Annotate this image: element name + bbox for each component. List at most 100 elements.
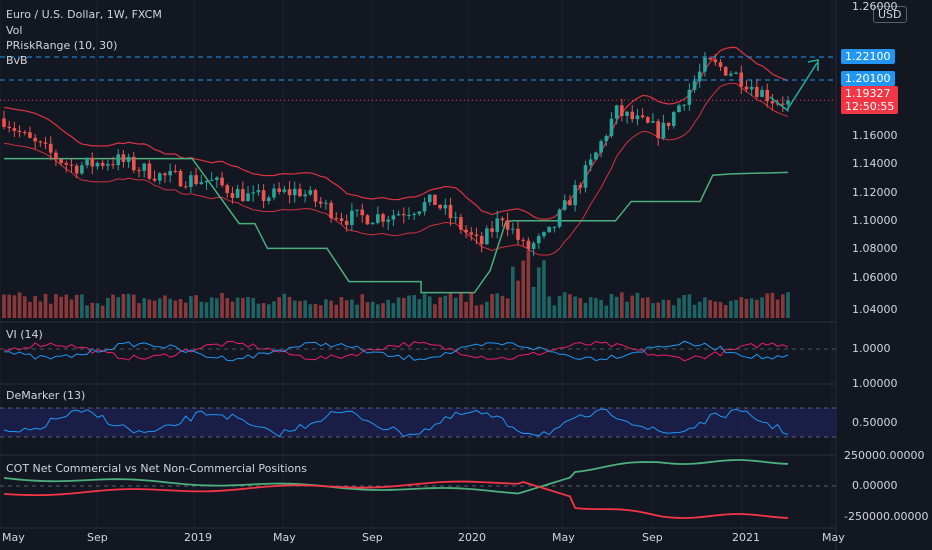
volume-bar [568, 294, 572, 318]
candle [396, 214, 401, 216]
candle [256, 190, 261, 193]
volume-bar [427, 296, 432, 318]
volume-bar [422, 293, 427, 318]
candle [173, 170, 178, 172]
candle [505, 220, 510, 230]
volume-bar [17, 292, 22, 318]
vi-minus-line [3, 340, 789, 362]
candle [80, 165, 84, 174]
demarker-band [0, 408, 836, 437]
volume-bar [235, 297, 240, 318]
demarker-line [3, 408, 789, 438]
volume-bar [22, 296, 27, 318]
candle [329, 202, 333, 219]
volume-bar [453, 297, 458, 318]
candle [220, 177, 224, 186]
candle [443, 204, 448, 209]
candle [277, 188, 281, 192]
projection-arrowhead [807, 59, 819, 71]
price-tick: 1.14000 [852, 157, 898, 170]
candle [583, 165, 588, 188]
volume-bar [588, 297, 593, 318]
volume-bar [251, 298, 256, 318]
candle [469, 232, 474, 235]
volume-bar [666, 299, 671, 318]
candle [573, 185, 577, 206]
bvb-line [4, 157, 789, 294]
candle [692, 81, 697, 90]
candle [453, 217, 458, 219]
volume-bar [272, 301, 276, 318]
candle [266, 197, 271, 201]
candle [604, 136, 609, 142]
candle [526, 240, 531, 249]
volume-bar [48, 303, 53, 318]
lower-band [3, 82, 789, 256]
volume-bar [708, 300, 712, 318]
candle [381, 214, 385, 222]
volume-bar [516, 280, 520, 318]
volume-bar [241, 297, 245, 318]
volume-bar [557, 296, 562, 318]
currency-button[interactable]: USD [873, 6, 907, 23]
demarker-legend: DeMarker (13) [6, 389, 86, 402]
candle [370, 222, 375, 225]
projection-line [769, 62, 818, 112]
time-tick: Sep [362, 531, 383, 544]
candle [95, 162, 100, 167]
candle [111, 164, 115, 166]
candle [168, 170, 172, 176]
candle [189, 175, 193, 187]
cot-tick: 0.00000 [852, 479, 898, 492]
volume-bar [671, 305, 676, 318]
volume-bar [734, 299, 738, 318]
candle [531, 243, 536, 249]
candle [760, 89, 764, 97]
volume-bar [625, 301, 629, 318]
candle [261, 190, 266, 201]
candle [765, 89, 770, 102]
candle [640, 115, 645, 118]
cot-legend: COT Net Commercial vs Net Non-Commercial… [6, 462, 307, 475]
volume-bar [355, 304, 359, 318]
volume-bar [209, 297, 214, 318]
candle [194, 175, 198, 184]
price-tick: 1.06000 [852, 271, 898, 284]
volume-bar [194, 295, 198, 318]
candle [339, 218, 344, 221]
prisk-legend: PRiskRange (10, 30) [6, 39, 118, 52]
candle [28, 132, 32, 138]
time-tick: 2021 [732, 531, 760, 544]
volume-bar [131, 294, 136, 318]
candle [298, 188, 302, 197]
candle [635, 115, 640, 120]
volume-bar [485, 301, 489, 318]
volume-bar [157, 298, 162, 318]
candle [594, 152, 598, 160]
time-tick: May [552, 531, 575, 544]
candle [85, 157, 89, 166]
candle [521, 239, 526, 241]
volume-bar [469, 292, 474, 318]
candle [578, 185, 583, 188]
candle [241, 188, 245, 202]
badge-upper: 1.22100 [841, 49, 895, 64]
volume-bar [168, 298, 172, 318]
price-tick: 1.26000 [852, 0, 898, 13]
candle [682, 104, 686, 106]
candle [718, 62, 723, 67]
volume-bar [189, 296, 193, 318]
volume-bar [749, 298, 754, 318]
candle [121, 154, 126, 162]
volume-bar [344, 300, 349, 318]
demarker-tick: 0.50000 [852, 416, 898, 429]
volume-bar [303, 300, 307, 318]
volume-bar [287, 296, 292, 318]
candle [552, 226, 557, 228]
volume-bar [12, 295, 17, 318]
volume-bar [126, 293, 131, 318]
volume-bar [562, 292, 567, 318]
candle [376, 214, 380, 223]
candle [287, 189, 292, 196]
